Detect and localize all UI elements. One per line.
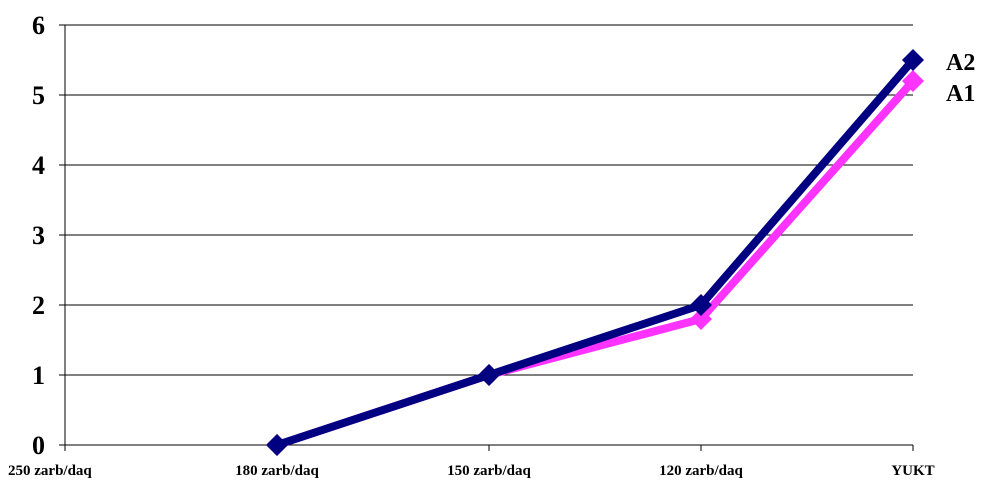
y-tick-label: 5 bbox=[32, 81, 45, 110]
series-line-A2 bbox=[275, 57, 917, 449]
y-tick-label: 1 bbox=[32, 361, 45, 390]
x-axis-tick-labels: 250 zarb/daq 180 zarb/daq 150 zarb/daq 120 … bbox=[8, 463, 935, 479]
x-tick-label: 120 zarb/daq bbox=[659, 463, 743, 479]
axes bbox=[59, 24, 914, 451]
gridlines bbox=[65, 24, 913, 376]
y-axis-tick-labels: 0 1 2 3 4 5 6 bbox=[32, 11, 45, 460]
x-tick-label: 180 zarb/daq bbox=[235, 463, 319, 479]
y-tick-label: 4 bbox=[32, 151, 45, 180]
series-A1 bbox=[266, 70, 924, 456]
x-tick-label: 250 zarb/daq bbox=[8, 463, 92, 479]
data-point-A2 bbox=[478, 364, 500, 386]
x-tick-label: YUKT bbox=[891, 463, 934, 479]
x-tick-label: 150 zarb/daq bbox=[447, 463, 531, 479]
series-A2 bbox=[266, 49, 924, 456]
series-line-A1 bbox=[275, 78, 916, 449]
data-point-A2 bbox=[690, 294, 712, 316]
series-label-A1: A1 bbox=[946, 81, 975, 107]
y-tick-label: 6 bbox=[32, 11, 45, 40]
data-point-A2 bbox=[266, 434, 288, 456]
y-tick-label: 2 bbox=[32, 291, 45, 320]
data-point-A2 bbox=[902, 49, 924, 71]
data-point-A1 bbox=[690, 308, 712, 330]
y-tick-label: 3 bbox=[32, 221, 45, 250]
series-group bbox=[266, 49, 924, 456]
y-tick-label: 0 bbox=[32, 431, 45, 460]
data-point-A1 bbox=[902, 70, 924, 92]
series-label-A2: A2 bbox=[946, 50, 975, 76]
